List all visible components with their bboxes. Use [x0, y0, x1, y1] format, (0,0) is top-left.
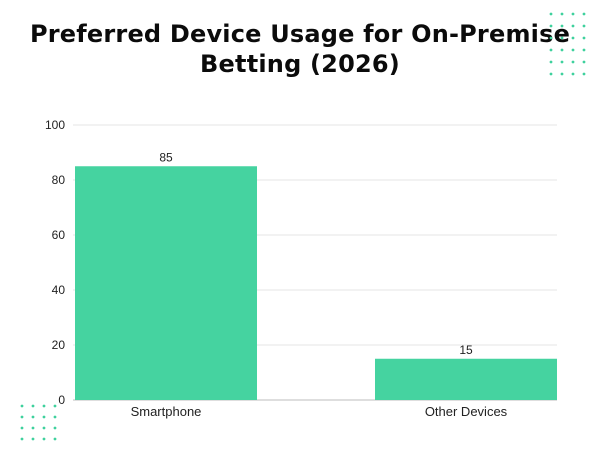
decorative-dot — [583, 61, 586, 64]
decorative-dot — [21, 405, 24, 408]
y-tick-label: 60 — [52, 228, 66, 242]
decorative-dot — [561, 49, 564, 52]
decorative-dot — [43, 427, 46, 430]
decorative-dot — [32, 427, 35, 430]
x-tick-label: Other Devices — [425, 404, 508, 419]
decorative-dot — [550, 25, 553, 28]
decorative-dot — [583, 37, 586, 40]
decorative-dot — [583, 73, 586, 76]
decorative-dot — [21, 438, 24, 441]
bar-value-label: 85 — [159, 150, 173, 164]
decorative-dot — [54, 438, 57, 441]
chart-title: Preferred Device Usage for On-Premise Be… — [30, 20, 570, 78]
decorative-dot — [32, 416, 35, 419]
y-tick-label: 20 — [52, 338, 66, 352]
decorative-dot — [583, 49, 586, 52]
decorative-dot — [572, 61, 575, 64]
bar — [75, 166, 257, 400]
decorative-dot — [561, 25, 564, 28]
decorative-dot — [550, 73, 553, 76]
decorative-dot — [583, 25, 586, 28]
bars — [75, 166, 557, 400]
bar-value-label: 15 — [459, 343, 473, 357]
decorative-dot — [54, 405, 57, 408]
decorative-dot — [572, 13, 575, 16]
decorative-dot — [561, 13, 564, 16]
decorative-dot — [572, 37, 575, 40]
decorative-dot — [561, 37, 564, 40]
x-axis-labels: Smartphone Other Devices — [131, 404, 508, 419]
decorative-dot — [572, 73, 575, 76]
y-tick-label: 40 — [52, 283, 66, 297]
decorative-dot — [550, 49, 553, 52]
decorative-dot — [32, 405, 35, 408]
decorative-dot — [561, 61, 564, 64]
decorative-dot-grid-bottom-left — [21, 405, 57, 441]
decorative-dot — [54, 416, 57, 419]
decorative-dot — [32, 438, 35, 441]
decorative-dot — [550, 61, 553, 64]
decorative-dot — [583, 13, 586, 16]
decorative-dot — [21, 416, 24, 419]
decorative-dot — [561, 73, 564, 76]
decorative-dot — [572, 25, 575, 28]
decorative-dot — [54, 427, 57, 430]
decorative-dot — [43, 416, 46, 419]
bar — [375, 359, 557, 400]
chart-title-line-2: Betting (2026) — [200, 50, 400, 78]
decorative-dot — [43, 438, 46, 441]
decorative-dot — [572, 49, 575, 52]
decorative-dot — [550, 13, 553, 16]
decorative-dot — [43, 405, 46, 408]
chart-title-line-1: Preferred Device Usage for On-Premise — [30, 20, 570, 48]
y-tick-label: 80 — [52, 173, 66, 187]
y-tick-label: 0 — [58, 393, 65, 407]
y-tick-label: 100 — [45, 118, 65, 132]
decorative-dot — [550, 37, 553, 40]
y-axis-ticks: 0 20 40 60 80 100 — [45, 118, 65, 407]
x-tick-label: Smartphone — [131, 404, 202, 419]
decorative-dot — [21, 427, 24, 430]
